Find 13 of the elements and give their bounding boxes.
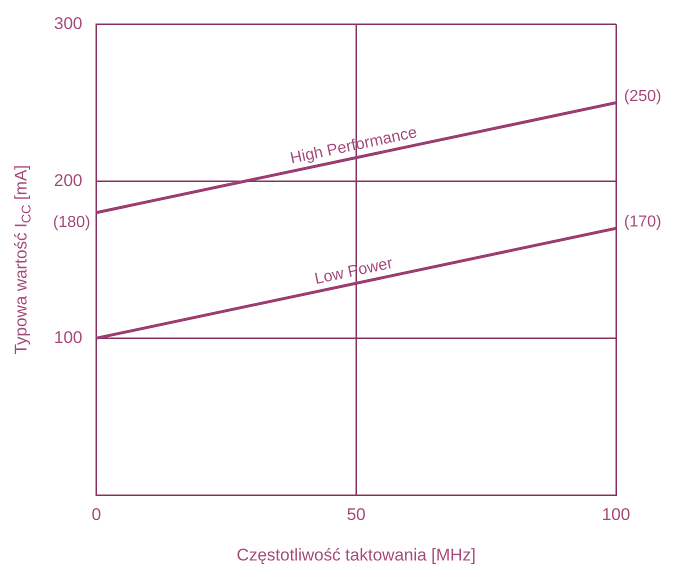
- y-tick-label: 100: [54, 328, 82, 347]
- y-tick-label: 200: [54, 170, 82, 190]
- data-label: (180): [53, 214, 90, 232]
- text: Low Power: [313, 254, 395, 288]
- y-tick-label: 300: [54, 14, 82, 33]
- data-label: (170): [624, 214, 662, 231]
- x-tick-label: 50: [346, 505, 366, 524]
- x-tick-label: 100: [602, 505, 630, 524]
- data-label: (250): [624, 88, 662, 106]
- x-axis-title: Częstotliwość taktowania [MHz]: [236, 545, 476, 564]
- text: High Performance: [288, 124, 419, 168]
- y-axis-title: Typowa wartość ICC [mA]: [12, 164, 34, 354]
- x-tick-label: 0: [92, 505, 102, 524]
